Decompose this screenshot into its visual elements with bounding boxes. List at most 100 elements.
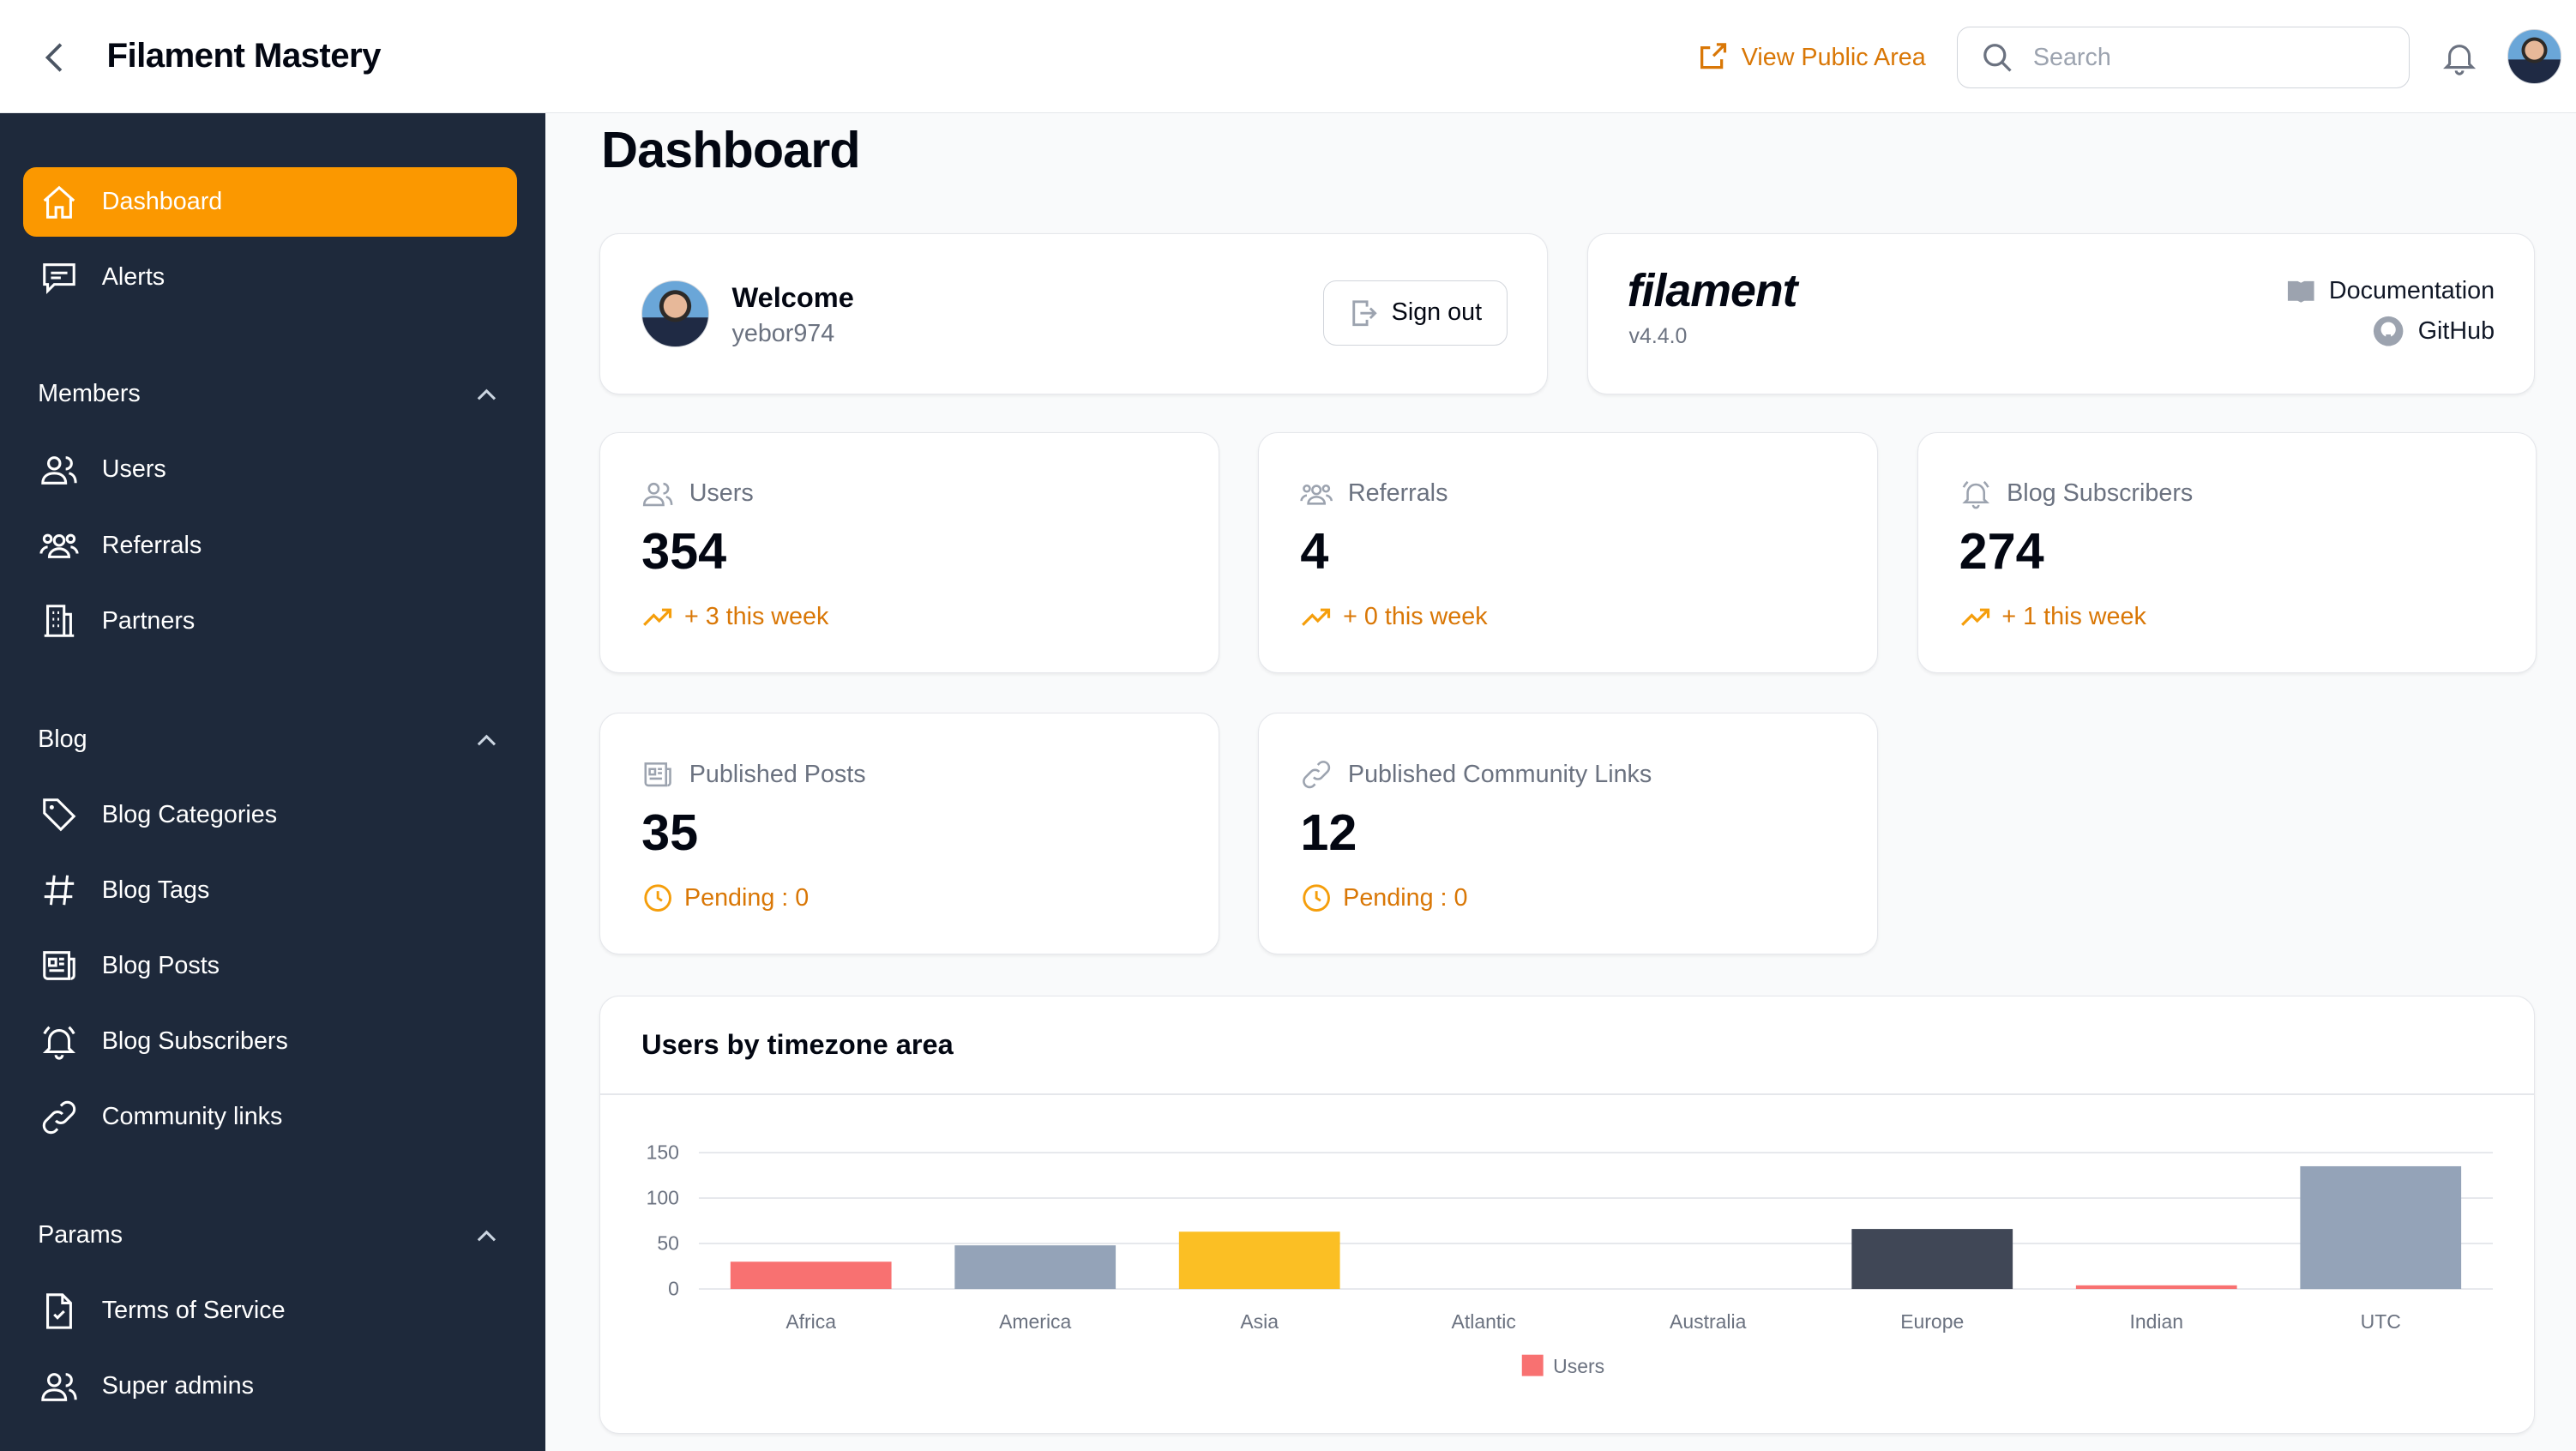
newspaper-icon [644, 762, 671, 787]
sidebar-item-label: Alerts [101, 263, 166, 292]
sidebar-item-super-admins[interactable]: Super admins [23, 1352, 518, 1421]
sidebar-item-label: Blog Posts [101, 951, 220, 979]
search-box[interactable] [1956, 26, 2410, 89]
sign-out-label: Sign out [1391, 298, 1483, 327]
group-label: Params [38, 1221, 123, 1249]
documentation-link[interactable]: Documentation [2286, 277, 2495, 305]
sidebar-group-members[interactable]: Members [38, 378, 497, 411]
divider [600, 1093, 2535, 1095]
stat-label: Referrals [1347, 479, 1448, 508]
sidebar-item-label: Community links [101, 1103, 283, 1131]
sidebar-item-partners[interactable]: Partners [23, 587, 518, 655]
home-icon [43, 185, 75, 219]
sidebar-item-referrals[interactable]: Referrals [23, 511, 518, 580]
back-button[interactable] [39, 39, 72, 75]
stat-label: Published Community Links [1347, 760, 1652, 788]
sidebar-item-alerts[interactable]: Alerts [23, 244, 518, 312]
username: yebor974 [731, 319, 835, 347]
stat-card-users: Users 354 + 3 this week [599, 431, 1219, 674]
user-group-icon [39, 533, 79, 558]
bar-africa[interactable] [731, 1261, 892, 1289]
y-tick-label: 50 [658, 1232, 680, 1255]
users-by-timezone-chart-card: Users by timezone area 0 50 100 150 Africa Am… [599, 995, 2536, 1435]
sidebar-item-dashboard[interactable]: Dashboard [22, 167, 518, 237]
top-bar: Filament Mastery View Public Area [0, 0, 2576, 114]
sidebar-item-terms-of-service[interactable]: Terms of Service [23, 1277, 518, 1346]
external-link-icon [1700, 43, 1727, 69]
chart-title: Users by timezone area [641, 1029, 954, 1061]
stat-description: + 1 this week [2001, 602, 2146, 630]
x-tick-label: Atlantic [1452, 1310, 1516, 1333]
stat-value: 354 [641, 522, 727, 581]
stat-card-published-community-links: Published Community Links 12 Pending : 0 [1258, 713, 1878, 955]
sidebar-item-label: Terms of Service [101, 1297, 286, 1325]
document-check-icon [46, 1293, 72, 1329]
stat-value: 35 [641, 803, 699, 861]
bell-alert-icon [1961, 480, 1989, 509]
stat-label: Published Posts [689, 760, 866, 788]
view-public-area-link[interactable]: View Public Area [1695, 41, 1926, 74]
search-input[interactable] [2029, 41, 2365, 74]
sidebar-item-community-links[interactable]: Community links [23, 1083, 518, 1152]
x-tick-label: Europe [1900, 1310, 1964, 1333]
trending-up-icon [643, 608, 672, 627]
building-icon [44, 605, 75, 637]
stat-description: Pending : 0 [1343, 883, 1468, 912]
x-tick-label: UTC [2361, 1310, 2401, 1333]
stat-value: 12 [1300, 803, 1357, 861]
stat-description: + 3 this week [683, 602, 829, 630]
page-title: Dashboard [601, 120, 860, 178]
logout-icon [1352, 300, 1377, 326]
filament-info-card: filament v4.4.0 Documentation GitHub [1586, 233, 2536, 394]
notifications-button[interactable] [2441, 39, 2477, 82]
trending-up-icon [1960, 608, 1989, 627]
stat-description: Pending : 0 [683, 883, 810, 912]
bar-america[interactable] [954, 1245, 1116, 1289]
sidebar-item-users[interactable]: Users [23, 436, 518, 504]
sidebar-item-blog-categories[interactable]: Blog Categories [23, 780, 518, 849]
bar-chart: 0 50 100 150 Africa America Asia Atlantic Austra… [647, 1141, 2494, 1377]
welcome-card: Welcome yebor974 Sign out [599, 233, 1548, 394]
bar-utc[interactable] [2300, 1165, 2462, 1289]
users-icon [41, 1373, 77, 1401]
sidebar-group-params[interactable]: Params [38, 1219, 497, 1252]
github-icon [2373, 316, 2404, 346]
user-group-icon [1300, 484, 1333, 505]
bar-europe[interactable] [1851, 1229, 2013, 1289]
user-avatar[interactable] [2507, 29, 2561, 84]
bar-asia[interactable] [1179, 1231, 1340, 1289]
x-tick-label: Asia [1241, 1310, 1279, 1333]
book-icon [2288, 280, 2314, 303]
filament-version: v4.4.0 [1628, 324, 1688, 349]
view-public-label: View Public Area [1741, 43, 1926, 71]
clock-icon [644, 884, 672, 912]
sidebar: Dashboard Alerts Members Users Referrals Part… [0, 113, 546, 1451]
newspaper-icon [43, 951, 75, 981]
users-icon [643, 482, 673, 506]
y-tick-label: 100 [647, 1187, 679, 1209]
clock-icon [1303, 884, 1331, 912]
sign-out-button[interactable]: Sign out [1323, 280, 1508, 346]
legend-label[interactable]: Users [1553, 1355, 1604, 1377]
hashtag-icon [44, 875, 75, 906]
users-icon [41, 455, 77, 485]
bell-alert-icon [42, 1026, 75, 1060]
documentation-label: Documentation [2328, 276, 2495, 304]
x-tick-label: Australia [1670, 1310, 1747, 1333]
sidebar-item-label: Blog Subscribers [101, 1027, 288, 1056]
sidebar-item-blog-posts[interactable]: Blog Posts [23, 931, 518, 1000]
github-link[interactable]: GitHub [2286, 315, 2495, 347]
sidebar-group-blog[interactable]: Blog [38, 723, 497, 756]
sidebar-item-blog-tags[interactable]: Blog Tags [23, 856, 518, 924]
sidebar-item-blog-subscribers[interactable]: Blog Subscribers [23, 1007, 518, 1075]
link-icon [1303, 761, 1331, 789]
tag-icon [43, 798, 76, 832]
x-tick-label: America [999, 1310, 1071, 1333]
bar-indian[interactable] [2076, 1285, 2237, 1289]
welcome-title: Welcome [731, 281, 854, 313]
filament-logo: filament [1627, 264, 1798, 316]
group-label: Blog [38, 725, 87, 753]
chevron-left-icon [45, 43, 63, 72]
group-label: Members [38, 380, 141, 408]
trending-up-icon [1302, 608, 1331, 627]
